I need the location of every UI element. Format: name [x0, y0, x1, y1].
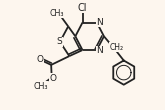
Text: CH₂: CH₂ — [110, 43, 124, 52]
Text: O: O — [49, 74, 56, 83]
Text: CH₃: CH₃ — [50, 9, 65, 18]
Text: N: N — [96, 46, 103, 55]
Text: S: S — [57, 37, 62, 46]
Text: Cl: Cl — [78, 3, 87, 13]
Text: O: O — [36, 55, 43, 64]
Text: N: N — [96, 17, 103, 27]
Text: CH₃: CH₃ — [33, 82, 48, 91]
